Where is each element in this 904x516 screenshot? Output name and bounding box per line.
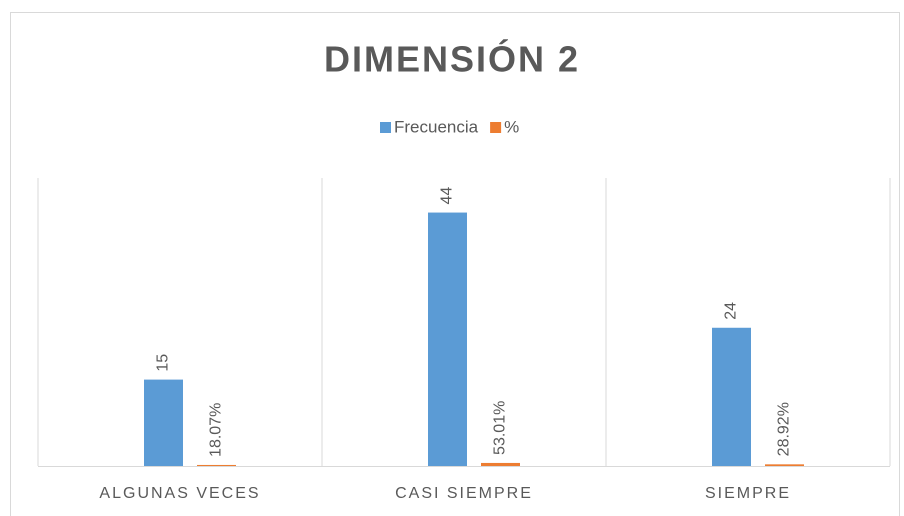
data-label: 15 — [155, 354, 172, 372]
bar — [428, 212, 467, 466]
bar — [144, 379, 183, 466]
x-tick-label: CASI SIEMPRE — [395, 485, 533, 502]
chart-title: DIMENSIÓN 2 — [324, 38, 580, 80]
x-tick-label: ALGUNAS VECES — [99, 485, 260, 502]
bar — [765, 464, 804, 466]
data-label: 28.92% — [776, 402, 793, 456]
legend-label: Frecuencia — [394, 117, 479, 136]
x-tick-label: SIEMPRE — [705, 485, 791, 502]
legend-swatch — [490, 122, 502, 133]
data-label: 24 — [723, 302, 740, 320]
bar — [481, 462, 520, 466]
bar — [197, 464, 236, 466]
legend-swatch — [380, 122, 391, 133]
legend-label: % — [504, 117, 519, 136]
data-label: 44 — [439, 187, 456, 205]
data-label: 18.07% — [208, 403, 225, 457]
bar — [712, 327, 751, 466]
data-label: 53.01% — [492, 401, 509, 455]
